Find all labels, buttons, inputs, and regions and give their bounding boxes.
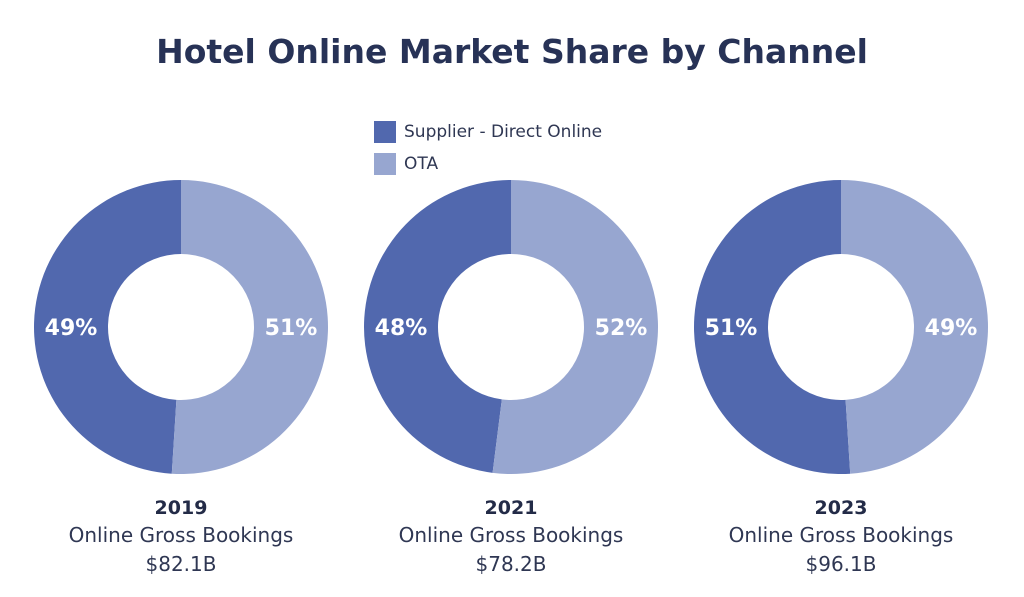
- caption-total-2019: $82.1B: [146, 552, 217, 576]
- slice-label-supplier-2021: 48%: [375, 316, 428, 341]
- slice-label-ota-2021: 52%: [595, 316, 648, 341]
- donut-2021: 48% 52%: [363, 180, 658, 474]
- slice-supplier-2021: [363, 180, 511, 473]
- caption-label-2023: Online Gross Bookings: [729, 523, 954, 547]
- slice-label-supplier-2023: 51%: [705, 316, 758, 341]
- caption-label-2019: Online Gross Bookings: [69, 523, 294, 547]
- legend: Supplier - Direct Online OTA: [374, 116, 602, 180]
- legend-swatch-ota: [374, 153, 396, 175]
- caption-year-2019: 2019: [155, 497, 208, 519]
- donut-2023: 51% 49%: [693, 180, 988, 474]
- slice-ota-2021: [492, 180, 658, 474]
- donut-2019: 49% 51%: [34, 180, 329, 474]
- slice-supplier-2019: [34, 180, 181, 474]
- chart-title: Hotel Online Market Share by Channel: [156, 32, 868, 71]
- legend-label-ota: OTA: [404, 154, 439, 174]
- slice-supplier-2023: [693, 180, 851, 474]
- caption-total-2023: $96.1B: [806, 552, 877, 576]
- legend-item-supplier: Supplier - Direct Online: [374, 116, 602, 148]
- slice-label-ota-2023: 49%: [925, 316, 978, 341]
- slice-label-supplier-2019: 49%: [45, 316, 98, 341]
- caption-year-2021: 2021: [485, 497, 538, 519]
- legend-item-ota: OTA: [374, 148, 602, 180]
- legend-label-supplier: Supplier - Direct Online: [404, 122, 603, 142]
- legend-swatch-supplier: [374, 121, 396, 143]
- caption-year-2023: 2023: [815, 497, 868, 519]
- slice-ota-2019: [171, 180, 329, 474]
- caption-total-2021: $78.2B: [476, 552, 547, 576]
- caption-label-2021: Online Gross Bookings: [399, 523, 624, 547]
- slice-ota-2023: [841, 180, 988, 474]
- slice-label-ota-2019: 51%: [265, 316, 318, 341]
